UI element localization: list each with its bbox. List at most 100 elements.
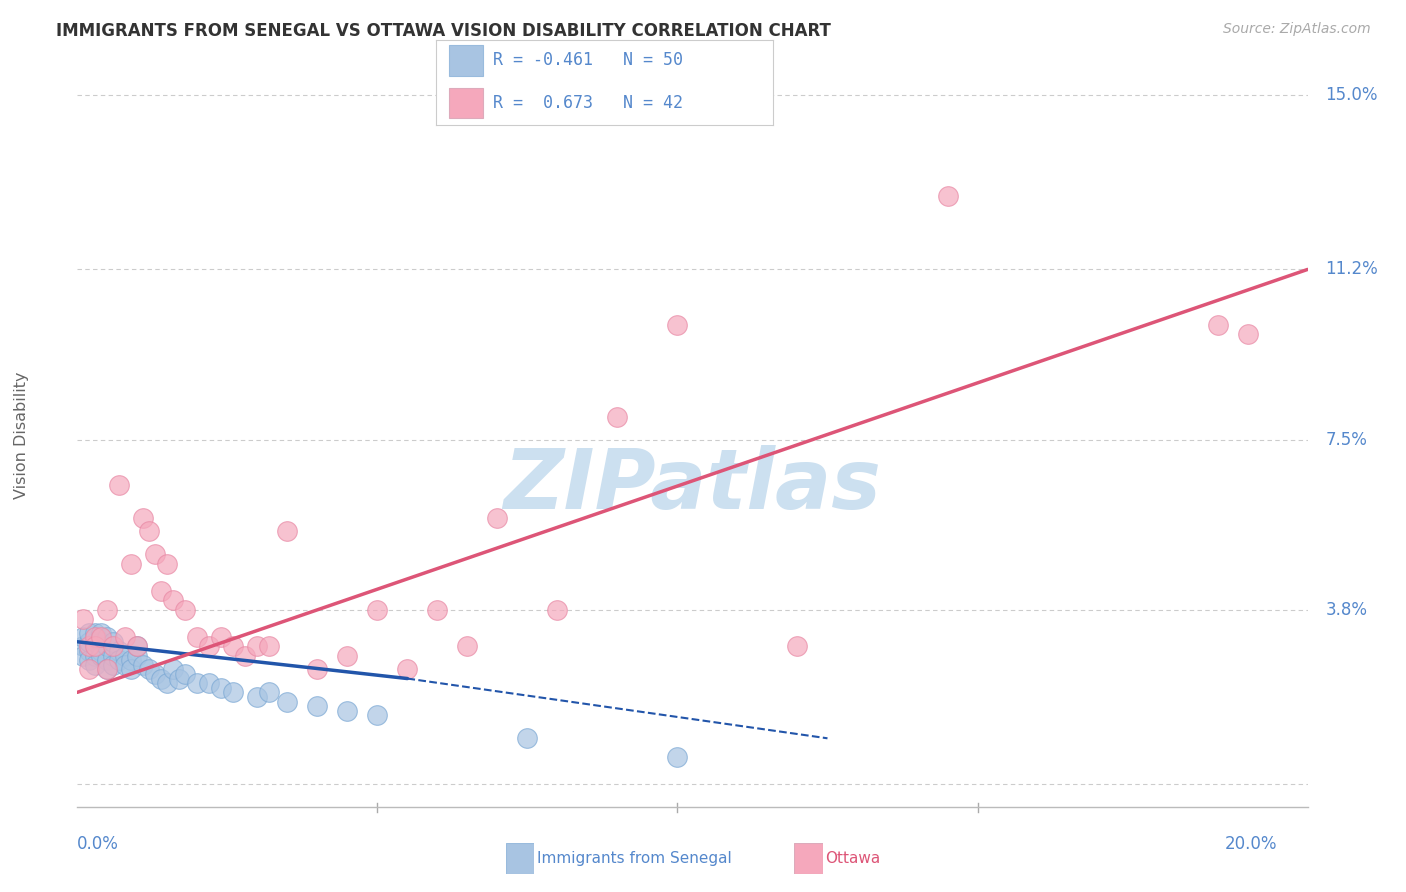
Text: 0.0%: 0.0% [77, 835, 120, 853]
Point [307, 662, 329, 676]
Point [396, 662, 419, 676]
Bar [450, 45, 484, 76]
Point [336, 704, 359, 718]
Point [666, 318, 689, 332]
Point [96, 662, 118, 676]
Point [72, 648, 94, 663]
Point [120, 557, 142, 571]
Text: 20.0%: 20.0% [1225, 835, 1278, 853]
Point [162, 662, 184, 676]
Point [103, 634, 125, 648]
Point [79, 653, 101, 667]
Point [1236, 326, 1258, 341]
Point [336, 648, 359, 663]
Point [90, 630, 112, 644]
Point [132, 657, 155, 672]
Point [127, 648, 149, 663]
Point [174, 667, 197, 681]
Point [186, 630, 208, 644]
Point [132, 510, 155, 524]
Point [486, 510, 509, 524]
Text: Vision Disability: Vision Disability [14, 371, 30, 499]
Point [90, 634, 112, 648]
Point [209, 681, 232, 695]
Text: ZIPatlas: ZIPatlas [503, 444, 882, 525]
Point [138, 524, 160, 539]
Point [103, 640, 125, 654]
Point [276, 524, 298, 539]
Point [156, 676, 179, 690]
Point [150, 584, 173, 599]
Point [138, 662, 160, 676]
Point [84, 625, 107, 640]
Point [79, 625, 101, 640]
Point [156, 557, 179, 571]
Point [127, 640, 149, 654]
Point [72, 640, 94, 654]
Point [79, 634, 101, 648]
Point [96, 602, 118, 616]
Point [120, 653, 142, 667]
Point [114, 648, 136, 663]
Text: R =  0.673   N = 42: R = 0.673 N = 42 [494, 94, 683, 112]
Text: Ottawa: Ottawa [825, 851, 880, 865]
Point [546, 602, 568, 616]
Point [259, 685, 281, 699]
Text: 3.8%: 3.8% [1326, 600, 1368, 618]
Point [96, 640, 118, 654]
Point [127, 640, 149, 654]
Point [108, 644, 131, 658]
Point [84, 630, 107, 644]
Point [786, 640, 808, 654]
Point [72, 612, 94, 626]
Point [84, 648, 107, 663]
Point [84, 657, 107, 672]
Point [150, 672, 173, 686]
Point [174, 602, 197, 616]
Point [198, 676, 221, 690]
Point [276, 694, 298, 708]
Point [606, 409, 628, 424]
Point [108, 478, 131, 492]
Point [143, 667, 166, 681]
Point [103, 648, 125, 663]
Text: Immigrants from Senegal: Immigrants from Senegal [537, 851, 733, 865]
Text: IMMIGRANTS FROM SENEGAL VS OTTAWA VISION DISABILITY CORRELATION CHART: IMMIGRANTS FROM SENEGAL VS OTTAWA VISION… [56, 22, 831, 40]
Point [162, 593, 184, 607]
Point [235, 648, 257, 663]
Text: 7.5%: 7.5% [1326, 431, 1368, 449]
Point [96, 630, 118, 644]
Point [79, 644, 101, 658]
Point [246, 640, 269, 654]
Point [84, 640, 107, 654]
Point [209, 630, 232, 644]
Point [366, 602, 388, 616]
Point [79, 662, 101, 676]
Text: 15.0%: 15.0% [1326, 86, 1378, 103]
Point [114, 657, 136, 672]
Point [186, 676, 208, 690]
Point [198, 640, 221, 654]
Text: 11.2%: 11.2% [1326, 260, 1378, 278]
Bar [450, 87, 484, 118]
Point [108, 653, 131, 667]
Point [96, 662, 118, 676]
Point [103, 657, 125, 672]
Text: R = -0.461   N = 50: R = -0.461 N = 50 [494, 52, 683, 70]
Point [114, 630, 136, 644]
Point [169, 672, 191, 686]
Point [259, 640, 281, 654]
Point [72, 630, 94, 644]
Point [90, 625, 112, 640]
Point [666, 749, 689, 764]
Point [366, 708, 388, 723]
Point [79, 640, 101, 654]
Point [456, 640, 478, 654]
Point [426, 602, 449, 616]
Point [90, 644, 112, 658]
Point [222, 640, 245, 654]
Point [120, 662, 142, 676]
Point [307, 699, 329, 714]
Point [84, 634, 107, 648]
Point [936, 189, 959, 203]
